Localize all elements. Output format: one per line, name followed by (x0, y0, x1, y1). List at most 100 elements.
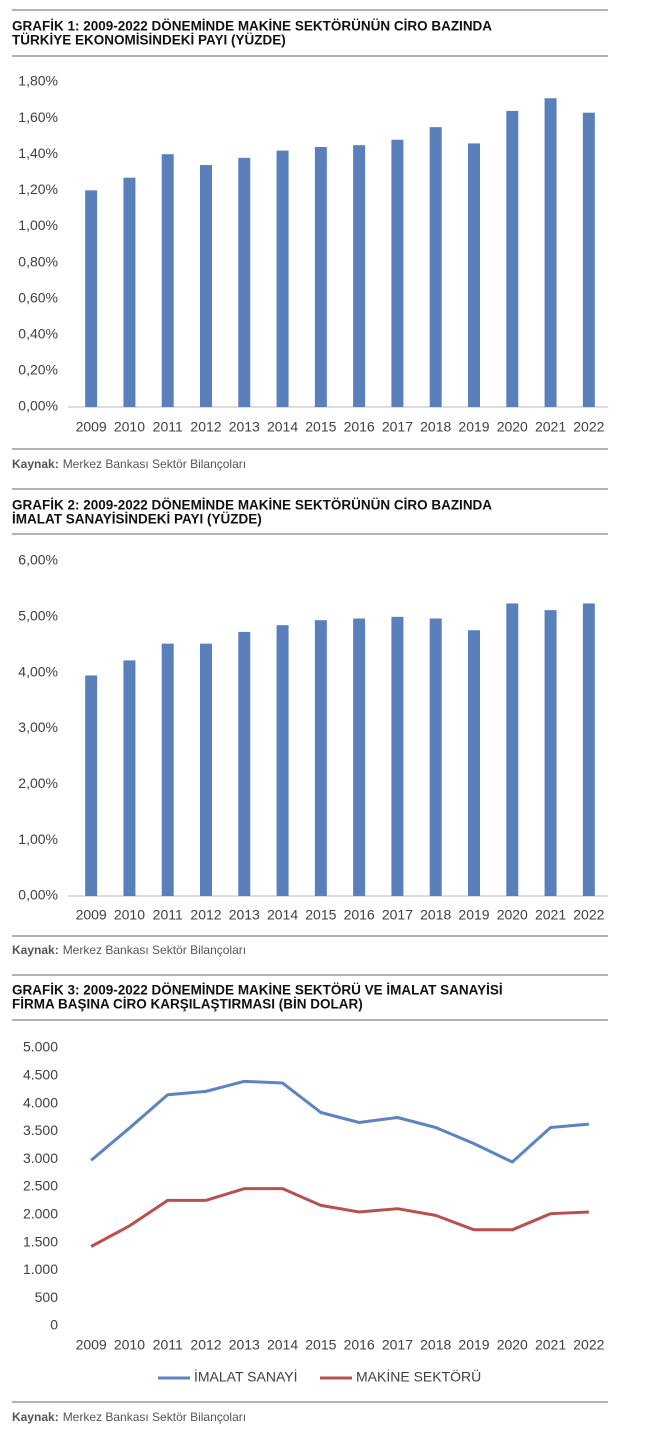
x-tick-label: 2021 (535, 907, 566, 923)
x-tick-label: 2016 (344, 419, 375, 435)
bar (161, 643, 174, 896)
chart-title: İMALAT SANAYİSİNDEKİ PAYI (YÜZDE) (12, 512, 262, 527)
y-tick-label: 1,40% (18, 145, 58, 161)
x-tick-label: 2009 (76, 907, 107, 923)
y-tick-label: 1,60% (18, 109, 58, 125)
y-tick-label: 3.000 (23, 1150, 58, 1166)
bar (429, 127, 442, 407)
source-label: Kaynak: (12, 943, 59, 957)
bar (353, 618, 366, 896)
bar (391, 616, 404, 896)
bar (506, 110, 519, 407)
x-tick-label: 2022 (573, 907, 604, 923)
source-label: Kaynak: (12, 457, 59, 471)
y-tick-label: 6,00% (18, 552, 58, 568)
chart-title: TÜRKİYE EKONOMİSİNDEKİ PAYI (YÜZDE) (12, 33, 286, 48)
y-tick-label: 0,00% (18, 887, 58, 903)
y-tick-label: 1,00% (18, 217, 58, 233)
x-tick-label: 2021 (535, 1337, 566, 1353)
x-tick-label: 2010 (114, 1337, 145, 1353)
y-tick-label: 0,80% (18, 253, 58, 269)
x-tick-label: 2019 (458, 1337, 489, 1353)
x-tick-label: 2010 (114, 419, 145, 435)
x-tick-label: 2009 (76, 419, 107, 435)
bar (200, 643, 212, 896)
bar (123, 177, 136, 407)
x-tick-label: 2022 (573, 1337, 604, 1353)
bar (314, 147, 327, 407)
bar (582, 603, 595, 896)
source-text: Merkez Bankası Sektör Bilançoları (63, 457, 246, 471)
x-tick-label: 2014 (267, 907, 298, 923)
y-tick-label: 2,00% (18, 775, 58, 791)
y-tick-label: 3,00% (18, 719, 58, 735)
x-tick-label: 2014 (267, 1337, 298, 1353)
x-tick-label: 2013 (229, 1337, 260, 1353)
bar (238, 157, 251, 407)
line-series (90, 1187, 589, 1248)
bar (123, 660, 136, 896)
source: Kaynak: Merkez Bankası Sektör Bilançoları (12, 943, 246, 957)
bar (544, 610, 557, 896)
y-tick-label: 4.000 (23, 1094, 58, 1110)
x-tick-label: 2012 (190, 419, 221, 435)
y-tick-label: 0,60% (18, 289, 58, 305)
x-tick-label: 2020 (497, 1337, 528, 1353)
source: Kaynak: Merkez Bankası Sektör Bilançoları (12, 1410, 246, 1424)
x-tick-label: 2011 (153, 419, 183, 435)
y-tick-label: 2.500 (23, 1178, 58, 1194)
y-tick-label: 1,00% (18, 831, 58, 847)
bar (468, 143, 480, 407)
bar (276, 150, 289, 407)
x-tick-label: 2016 (344, 907, 375, 923)
chart-title: GRAFİK 2: 2009-2022 DÖNEMİNDE MAKİNE SEK… (12, 498, 492, 513)
x-tick-label: 2020 (497, 419, 528, 435)
bar (200, 165, 212, 407)
chart-title: FİRMA BAŞINA CİRO KARŞILAŞTIRMASI (BİN D… (12, 997, 363, 1012)
x-tick-label: 2013 (229, 419, 260, 435)
bar (391, 139, 404, 407)
bar (161, 154, 174, 407)
x-tick-label: 2011 (153, 1337, 183, 1353)
y-tick-label: 1.000 (23, 1261, 58, 1277)
y-tick-label: 3.500 (23, 1122, 58, 1138)
source-label: Kaynak: (12, 1410, 59, 1424)
x-tick-label: 2011 (153, 907, 183, 923)
x-tick-label: 2010 (114, 907, 145, 923)
x-tick-label: 2018 (420, 1337, 451, 1353)
source-text: Merkez Bankası Sektör Bilançoları (63, 943, 246, 957)
bar (544, 98, 557, 407)
x-tick-label: 2017 (382, 1337, 413, 1353)
bar (468, 630, 480, 896)
y-tick-label: 0 (50, 1317, 58, 1333)
y-tick-label: 4.500 (23, 1067, 58, 1083)
bar (429, 618, 442, 896)
y-tick-label: 5,00% (18, 608, 58, 624)
bar (85, 675, 98, 896)
chart-title: GRAFİK 1: 2009-2022 DÖNEMİNDE MAKİNE SEK… (12, 19, 492, 34)
y-tick-label: 4,00% (18, 663, 58, 679)
x-tick-label: 2020 (497, 907, 528, 923)
x-tick-label: 2021 (535, 419, 566, 435)
x-tick-label: 2016 (344, 1337, 375, 1353)
y-tick-label: 0,40% (18, 325, 58, 341)
bar (85, 190, 98, 407)
x-tick-label: 2014 (267, 419, 298, 435)
x-tick-label: 2017 (382, 907, 413, 923)
bar (276, 625, 289, 896)
x-tick-label: 2022 (573, 419, 604, 435)
line-series (90, 1079, 589, 1164)
x-tick-label: 2019 (458, 907, 489, 923)
y-tick-label: 0,20% (18, 362, 58, 378)
chart-title: GRAFİK 3: 2009-2022 DÖNEMİNDE MAKİNE SEK… (12, 983, 503, 998)
bar (314, 620, 327, 896)
x-tick-label: 2019 (458, 419, 489, 435)
legend-label: İMALAT SANAYİ (194, 1368, 297, 1385)
y-tick-label: 1,20% (18, 181, 58, 197)
y-tick-label: 5.000 (23, 1039, 58, 1055)
y-tick-label: 2.000 (23, 1206, 58, 1222)
x-tick-label: 2015 (305, 1337, 336, 1353)
y-tick-label: 0,00% (18, 398, 58, 414)
x-tick-label: 2013 (229, 907, 260, 923)
